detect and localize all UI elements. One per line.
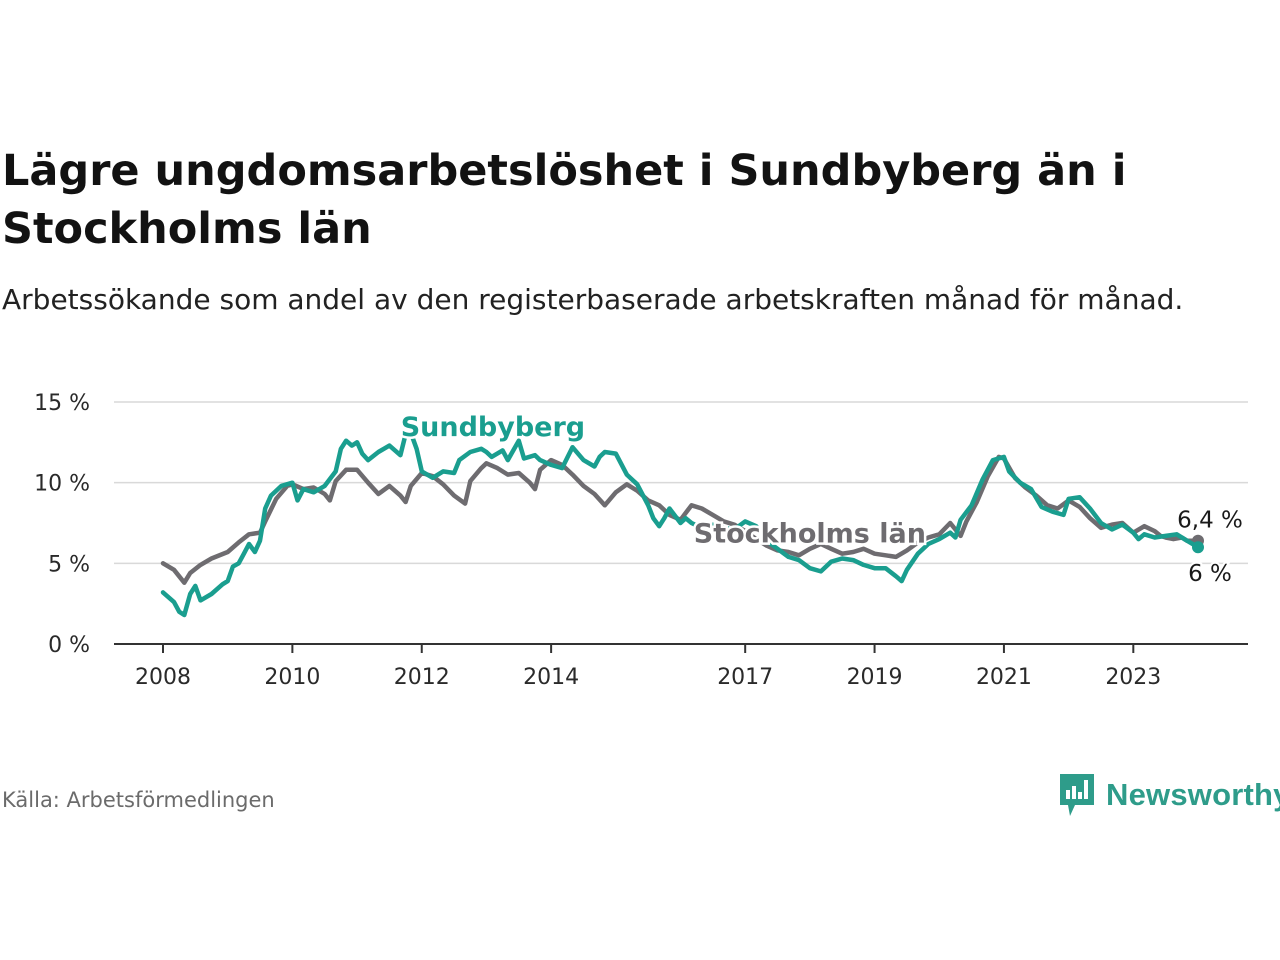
- y-tick-label: 0 %: [48, 633, 90, 658]
- chart-subtitle: Arbetssökande som andel av den registerb…: [2, 283, 1184, 316]
- x-tick-label: 2019: [847, 665, 903, 690]
- y-tick-label: 10 %: [34, 472, 90, 497]
- x-tick-label: 2014: [523, 665, 579, 690]
- source-note: Källa: Arbetsförmedlingen: [2, 788, 275, 812]
- series-line-sundbyberg: [160, 430, 1201, 618]
- x-tick-label: 2017: [717, 665, 773, 690]
- x-tick-label: 2012: [394, 665, 450, 690]
- brand-logo: Newsworthy: [1058, 772, 1280, 818]
- x-tick-label: 2010: [264, 665, 320, 690]
- series-labels: Sundbyberg Stockholms län 6,4 % 6 %: [398, 409, 1245, 589]
- y-axis-ticks: 0 % 5 % 10 % 15 %: [34, 391, 90, 658]
- x-tick-label: 2008: [135, 665, 191, 690]
- chart-title: Lägre ungdomsarbetslöshet i Sundbyberg ä…: [2, 146, 1127, 254]
- newsworthy-logo-icon: [1060, 774, 1094, 816]
- series-end-dot-sundbyberg: [1192, 541, 1204, 554]
- end-value-label-sundbyberg: 6 %: [1188, 561, 1232, 587]
- inline-label-stockholms-l-n: Stockholms län: [694, 518, 926, 549]
- series-lines: [160, 430, 1204, 618]
- x-tick-label: 2023: [1105, 665, 1161, 690]
- x-axis-ticks: 2008 2010 2012 2014 2017 2019 2021 2023: [135, 644, 1161, 690]
- x-tick-label: 2021: [976, 665, 1032, 690]
- y-tick-label: 5 %: [48, 552, 90, 577]
- end-value-label-stockholms-l-n: 6,4 %: [1177, 508, 1243, 534]
- y-tick-label: 15 %: [34, 391, 90, 416]
- gridlines: [114, 401, 1248, 645]
- brand-name: Newsworthy: [1106, 777, 1280, 812]
- line-chart: 0 %5 %10 %15 % 2008 2010 2012 2014 2017 2019 2…: [34, 391, 1248, 690]
- inline-label-sundbyberg: Sundbyberg: [401, 412, 585, 443]
